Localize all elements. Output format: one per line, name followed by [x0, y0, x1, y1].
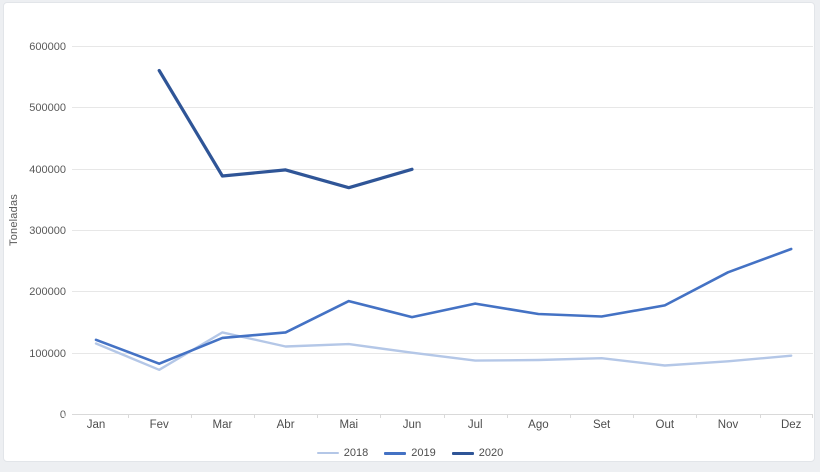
y-tick-label: 0: [60, 409, 66, 421]
series-line-2019: [94, 247, 793, 365]
x-tick-label: Jul: [468, 419, 483, 431]
legend-label-2020: 2020: [478, 447, 504, 459]
y-tick-label: 500000: [29, 102, 66, 114]
x-tick-label: Ago: [528, 419, 548, 431]
x-tick-label: Fev: [150, 419, 169, 431]
y-tick-label: 200000: [29, 286, 66, 298]
x-tick-label: Mai: [340, 419, 359, 431]
legend-item-2019: 2019: [384, 447, 436, 459]
legend-label-2019: 2019: [411, 447, 436, 459]
y-tick-label: 400000: [29, 164, 66, 176]
y-tick-label: 100000: [29, 348, 66, 360]
x-tick-label: Out: [656, 419, 675, 431]
legend-swatch-2019: [384, 451, 407, 455]
series-line-2018: [94, 331, 793, 371]
x-tick-label: Mar: [212, 419, 232, 431]
y-tick-label: 300000: [29, 225, 66, 237]
y-tick-label: 600000: [29, 41, 66, 53]
series-line-2020: [157, 68, 414, 190]
x-tick-label: Set: [593, 419, 611, 431]
legend-swatch-2018: [316, 452, 339, 454]
y-axis-title: Toneladas: [8, 194, 20, 246]
chart-card: [3, 2, 815, 462]
x-tick-label: Jun: [403, 419, 422, 431]
x-tick-label: Nov: [718, 419, 739, 431]
legend-item-2020: 2020: [451, 447, 504, 459]
legend: 2018 2019 2020: [0, 444, 820, 462]
legend-item-2018: 2018: [316, 447, 369, 459]
legend-label-2018: 2018: [343, 447, 369, 459]
x-tick-label: Dez: [781, 419, 802, 431]
x-tick-label: Abr: [277, 419, 295, 431]
x-tick-label: Jan: [87, 419, 106, 431]
legend-swatch-2020: [451, 451, 474, 455]
